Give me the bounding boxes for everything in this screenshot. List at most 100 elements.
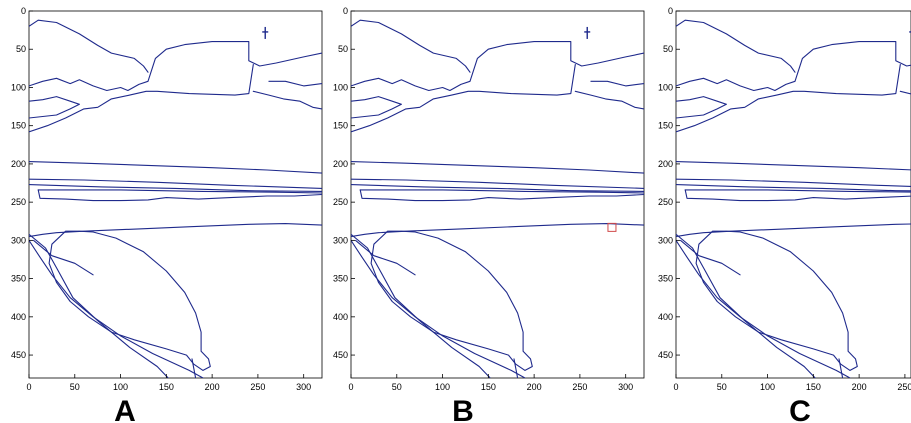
marker-square [607,222,617,232]
y-tick-label: 0 [668,6,673,16]
y-tick-label: 0 [343,6,348,16]
contour-line [838,358,844,378]
contour-line [676,41,911,92]
contour-line [676,96,727,119]
contour-line [351,63,576,133]
contour-line [37,189,322,194]
y-tick-label: 350 [11,274,26,284]
contour-line [29,19,149,73]
contour-line [29,41,322,92]
x-tick-label: 150 [159,382,174,392]
x-tick-label: 200 [852,382,867,392]
contour-line [33,239,94,276]
contour-line [676,184,911,192]
contour-line [684,189,911,202]
y-tick-label: 0 [21,6,26,16]
contour-lines [676,19,911,378]
x-tick-label: 250 [897,382,911,392]
x-tick-label: 300 [296,382,311,392]
contour-line [268,80,322,87]
x-tick-label: 50 [392,382,402,392]
x-tick-label: 250 [250,382,265,392]
x-tick-label: 100 [113,382,128,392]
contour-line [29,239,204,378]
contour-line [351,178,644,189]
y-tick-label: 100 [333,82,348,92]
x-tick-label: 200 [527,382,542,392]
contour-line [48,230,211,371]
x-tick-label: 150 [806,382,821,392]
y-tick-label: 50 [338,44,348,54]
y-tick-label: 400 [333,312,348,322]
contour-line [680,239,741,276]
y-tick-label: 450 [11,350,26,360]
x-tick-label: 0 [673,382,678,392]
contour-line [191,358,197,378]
x-tick-label: 150 [481,382,496,392]
contour-line [574,90,644,110]
contour-line [37,189,322,202]
x-tick-label: 0 [348,382,353,392]
top-mark [584,26,591,39]
x-tick-label: 0 [26,382,31,392]
top-mark [262,26,269,39]
panel-b: 0 50 100 150 200 250 300 350 400 450 0 50 100 150 200 2… [333,6,645,423]
contour-line [370,230,533,371]
panel-label: A [114,395,136,423]
y-tick-label: 450 [658,350,673,360]
plot-area [28,10,323,379]
y-tick-label: 50 [16,44,26,54]
contour-line [676,223,911,238]
y-tick-label: 200 [11,159,26,169]
contour-line [676,161,911,171]
y-tick-label: 300 [333,235,348,245]
panel-a: 0 50 100 150 200 250 300 350 400 450 0 50 100 150 200 2… [11,6,323,423]
x-tick-label: 200 [205,382,220,392]
contour-line [513,358,519,378]
contour-lines [29,19,322,378]
x-tick-label: 50 [717,382,727,392]
y-tick-label: 250 [658,197,673,207]
contour-line [351,96,402,119]
y-tick-label: 100 [658,82,673,92]
contour-line [351,41,644,92]
x-tick-label: 100 [435,382,450,392]
contour-line [359,189,644,194]
panel-label: C [789,395,811,423]
y-tick-label: 200 [333,159,348,169]
contour-line [676,178,911,187]
panel-c: 0 50 100 150 200 250 300 350 400 450 0 50 100 150 200 2… [658,6,911,423]
contour-line [29,96,80,119]
x-tick-label: 300 [618,382,633,392]
contour-line [676,19,796,73]
contour-line [359,189,644,202]
contour-line [676,239,851,378]
y-tick-label: 150 [658,121,673,131]
y-tick-label: 250 [333,197,348,207]
y-tick-label: 150 [11,121,26,131]
contour-line [351,161,644,174]
contour-line [684,189,911,193]
contour-line [29,223,322,238]
contour-line [29,63,254,133]
contour-line [676,63,901,133]
contour-line [29,161,322,174]
contour-line [351,19,471,73]
contour-lines [351,19,644,378]
y-tick-label: 300 [658,235,673,245]
panel-label: B [452,395,474,423]
contour-line [351,239,526,378]
contour-line [355,239,416,276]
y-tick-label: 50 [663,44,673,54]
y-tick-label: 450 [333,350,348,360]
y-tick-label: 200 [658,159,673,169]
contour-line [590,80,644,87]
y-tick-label: 350 [333,274,348,284]
y-tick-label: 400 [11,312,26,322]
y-tick-label: 150 [333,121,348,131]
plot-area [675,10,911,379]
x-tick-label: 50 [70,382,80,392]
y-tick-label: 100 [11,82,26,92]
y-tick-label: 250 [11,197,26,207]
